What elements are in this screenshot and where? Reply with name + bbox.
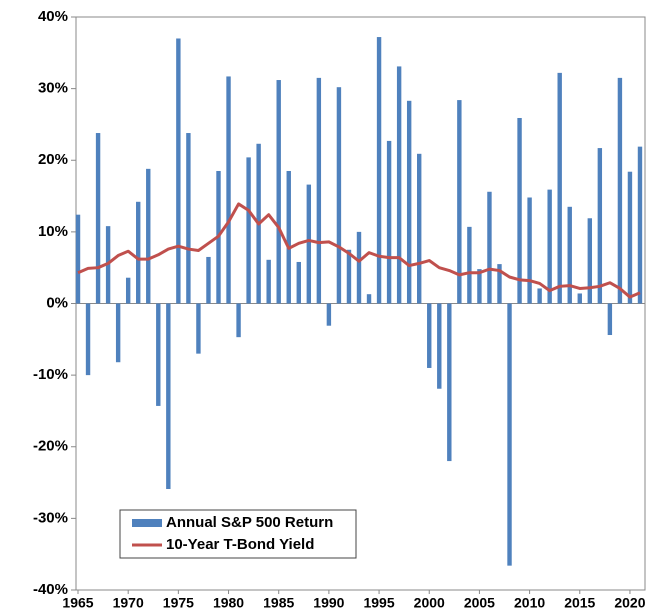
- bar: [306, 184, 312, 304]
- x-tick-label: 1995: [363, 595, 394, 611]
- bar: [166, 303, 171, 490]
- bar: [497, 264, 502, 304]
- bar: [406, 100, 412, 304]
- bar: [186, 133, 191, 304]
- bar: [276, 80, 281, 304]
- bar: [336, 87, 342, 304]
- bar: [236, 303, 241, 338]
- bar: [326, 303, 332, 326]
- x-tick-label: 2015: [564, 595, 595, 611]
- bar: [226, 76, 231, 304]
- y-tick-label: 0%: [46, 294, 68, 311]
- y-tick-label: 40%: [38, 8, 68, 25]
- x-tick-label: 2020: [614, 595, 645, 611]
- bar: [437, 303, 442, 389]
- bar: [146, 168, 151, 304]
- bar: [517, 117, 522, 304]
- bar: [597, 148, 603, 304]
- bar: [115, 303, 121, 363]
- bar: [507, 303, 512, 566]
- bar: [627, 171, 633, 304]
- bar: [487, 191, 492, 304]
- bar: [567, 206, 572, 304]
- x-tick-label: 1970: [113, 595, 144, 611]
- bar: [417, 153, 422, 304]
- bar: [637, 146, 643, 304]
- bar: [316, 77, 322, 304]
- bar: [136, 201, 141, 304]
- bar: [427, 303, 432, 368]
- bar: [156, 303, 161, 406]
- y-tick-label: 30%: [38, 80, 68, 97]
- bar: [386, 140, 392, 304]
- bar: [547, 189, 552, 304]
- legend-label: Annual S&P 500 Return: [166, 514, 333, 531]
- y-tick-label: -10%: [33, 366, 68, 383]
- bar: [537, 288, 542, 304]
- bar: [196, 303, 201, 354]
- y-tick-label: -30%: [33, 509, 68, 526]
- line: [77, 202, 641, 299]
- bar: [176, 38, 181, 304]
- x-tick-label: 1985: [263, 595, 294, 611]
- bar: [125, 277, 131, 304]
- bar: [477, 269, 482, 304]
- y-tick-label: 20%: [38, 151, 68, 168]
- bar: [346, 249, 352, 304]
- bar: [617, 77, 623, 304]
- bar: [396, 66, 402, 304]
- x-tick-label: 2000: [414, 595, 445, 611]
- bar: [75, 214, 81, 304]
- bar: [246, 157, 251, 304]
- bar: [557, 72, 562, 304]
- x-tick-label: 1975: [163, 595, 194, 611]
- bar: [356, 231, 362, 304]
- x-tick-label: 1980: [213, 595, 244, 611]
- bar: [286, 170, 291, 304]
- bar: [577, 293, 582, 304]
- bar: [587, 218, 593, 304]
- bar: [266, 259, 271, 304]
- bar: [206, 256, 211, 304]
- bar: [527, 197, 532, 304]
- bar: [376, 37, 382, 304]
- x-tick-label: 1965: [62, 595, 93, 611]
- bar: [457, 100, 462, 304]
- x-tick-label: 2005: [464, 595, 495, 611]
- x-tick-label: 1990: [313, 595, 344, 611]
- bar: [95, 133, 101, 304]
- legend-label: 10-Year T-Bond Yield: [166, 536, 314, 553]
- legend-swatch: [132, 519, 162, 527]
- bar: [447, 303, 452, 462]
- legend-box: [119, 509, 357, 559]
- bar: [296, 261, 301, 304]
- y-tick-label: -40%: [33, 581, 68, 598]
- bar: [85, 303, 91, 376]
- bar: [366, 294, 372, 304]
- y-tick-label: -20%: [33, 438, 68, 455]
- x-tick-label: 2010: [514, 595, 545, 611]
- bar: [607, 303, 613, 336]
- bar: [467, 226, 472, 304]
- y-tick-label: 10%: [38, 223, 68, 240]
